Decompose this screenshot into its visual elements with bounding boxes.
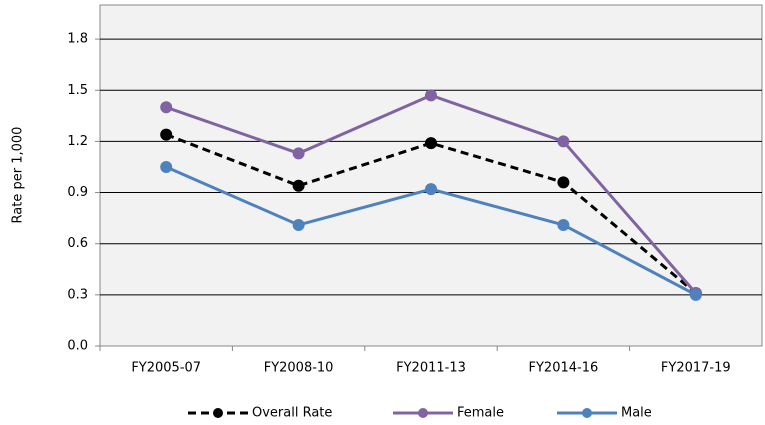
legend-marker (418, 408, 428, 418)
x-tick-label: FY2017-19 (661, 361, 731, 376)
legend-label: Overall Rate (252, 406, 332, 421)
point (292, 218, 305, 231)
point (425, 137, 437, 150)
point (160, 160, 173, 173)
point (160, 101, 173, 114)
x-tick-label: FY2011-13 (396, 361, 466, 376)
plot-area (99, 4, 763, 347)
legend-marker (582, 408, 592, 418)
y-axis-label: Rate per 1,000 (11, 127, 26, 224)
legend-marker (213, 408, 223, 418)
point (425, 89, 437, 102)
legend-label: Female (457, 406, 504, 421)
x-tick-label: FY2008-10 (264, 361, 334, 376)
y-tick-label: 1.5 (67, 83, 88, 98)
y-tick-label: 0.0 (67, 339, 88, 354)
point (160, 128, 173, 141)
point (689, 288, 702, 301)
x-tick-label: FY2014-16 (529, 361, 599, 376)
point (425, 183, 437, 196)
point (292, 147, 305, 160)
point (557, 218, 570, 231)
point (557, 135, 570, 148)
point (557, 176, 570, 189)
point (292, 179, 305, 192)
series-line (165, 133, 697, 295)
y-tick-label: 1.8 (67, 32, 88, 47)
y-tick-label: 0.9 (67, 185, 88, 200)
x-tick-label: FY2005-07 (131, 361, 201, 376)
y-tick-label: 1.2 (67, 134, 88, 149)
y-tick-label: 0.3 (67, 287, 88, 302)
y-tick-label: 0.6 (67, 236, 88, 251)
legend-label: Male (621, 406, 652, 421)
